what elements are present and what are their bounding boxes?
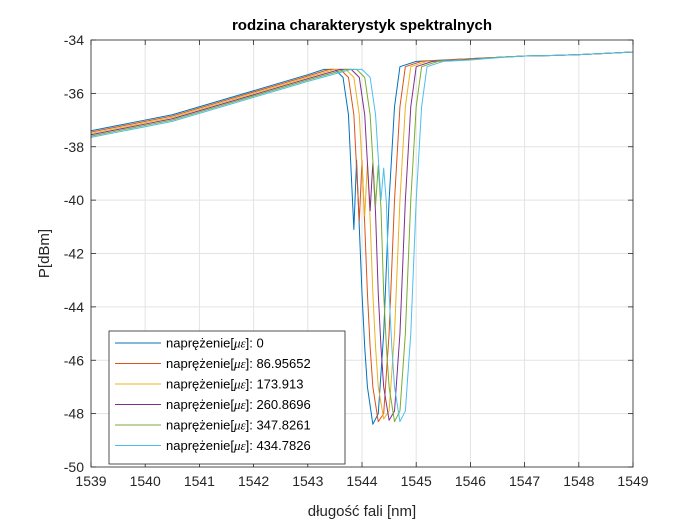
x-tick-label: 1543 xyxy=(292,473,323,489)
legend-label-prefix: naprężenie[ xyxy=(166,397,234,412)
legend-label-suffix: ]: xyxy=(246,418,257,433)
legend-label-unit: με xyxy=(233,336,247,351)
legend-label-prefix: naprężenie[ xyxy=(166,356,234,371)
legend-label-prefix: naprężenie[ xyxy=(166,438,234,453)
legend-label-unit: με xyxy=(233,438,247,453)
legend-label-unit: με xyxy=(233,397,247,412)
x-tick-label: 1539 xyxy=(75,473,106,489)
x-tick-label: 1540 xyxy=(130,473,161,489)
legend-label-prefix: naprężenie[ xyxy=(166,418,234,433)
legend-label-value: 86.95652 xyxy=(256,356,310,371)
legend-label-suffix: ]: xyxy=(246,377,257,392)
y-tick-label: -46 xyxy=(64,352,84,368)
y-tick-label: -42 xyxy=(64,246,84,262)
x-tick-label: 1545 xyxy=(401,473,432,489)
x-tick-label: 1546 xyxy=(455,473,486,489)
legend-label: naprężenie[με]: 347.8261 xyxy=(166,418,311,433)
y-tick-label: -44 xyxy=(64,299,84,315)
legend-label-prefix: naprężenie[ xyxy=(166,336,234,351)
y-tick-label: -48 xyxy=(64,406,84,422)
y-tick-label: -38 xyxy=(64,139,84,155)
x-tick-label: 1541 xyxy=(184,473,215,489)
x-axis-label: długość fali [nm] xyxy=(308,503,416,520)
legend-label: naprężenie[με]: 260.8696 xyxy=(166,397,311,412)
legend-label-value: 173.913 xyxy=(256,377,303,392)
legend-label: naprężenie[με]: 86.95652 xyxy=(166,356,311,371)
y-tick-label: -50 xyxy=(64,459,84,475)
x-tick-label: 1549 xyxy=(617,473,648,489)
x-tick-label: 1544 xyxy=(346,473,377,489)
x-tick-label: 1547 xyxy=(509,473,540,489)
legend-label-unit: με xyxy=(233,377,247,392)
y-axis-label: P[dBm] xyxy=(36,229,53,278)
legend-label-prefix: naprężenie[ xyxy=(166,377,234,392)
legend-label: naprężenie[με]: 173.913 xyxy=(166,377,303,392)
legend-label-value: 434.7826 xyxy=(256,438,310,453)
legend-label-value: 0 xyxy=(256,336,263,351)
axis-ticks: 1539 1540 1541 1542 1543 1544 1545 1546 1547 1548… xyxy=(64,32,649,489)
chart-title: rodzina charakterystyk spektralnych xyxy=(232,17,492,34)
y-tick-label: -34 xyxy=(64,32,84,48)
legend-box xyxy=(108,330,346,465)
legend-label-suffix: ]: xyxy=(246,356,257,371)
legend-label: naprężenie[με]: 434.7826 xyxy=(166,438,311,453)
legend-label-suffix: ]: xyxy=(246,336,257,351)
y-tick-label: -40 xyxy=(64,192,84,208)
series-line-6 xyxy=(90,51,634,423)
legend-label-suffix: ]: xyxy=(246,438,257,453)
legend-label-value: 260.8696 xyxy=(256,397,310,412)
x-tick-label: 1542 xyxy=(238,473,269,489)
series-group xyxy=(90,51,634,425)
y-tick-label: -36 xyxy=(64,85,84,101)
legend-label-unit: με xyxy=(233,356,247,371)
x-tick-label: 1548 xyxy=(563,473,594,489)
legend-label-suffix: ]: xyxy=(246,397,257,412)
legend-label-unit: με xyxy=(233,418,247,433)
legend-label-value: 347.8261 xyxy=(256,418,310,433)
legend-label: naprężenie[με]: 0 xyxy=(166,336,264,351)
